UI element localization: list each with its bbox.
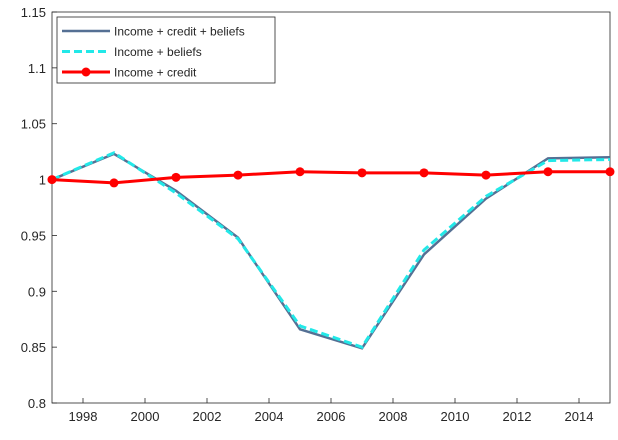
x-tick-label: 2006 (317, 409, 346, 424)
x-tick-label: 2010 (441, 409, 470, 424)
data-point (47, 175, 57, 185)
data-point (109, 178, 119, 188)
x-tick-label: 1998 (69, 409, 98, 424)
y-tick-label: 0.85 (21, 340, 46, 355)
x-tick-label: 2000 (131, 409, 160, 424)
series-line (51, 151, 611, 349)
x-tick-label: 2014 (565, 409, 594, 424)
x-tick-label: 2002 (193, 409, 222, 424)
x-tick-label: 2012 (503, 409, 532, 424)
data-point (481, 170, 491, 180)
data-point (171, 172, 181, 182)
y-tick-label: 0.95 (21, 228, 46, 243)
legend-label: Income + beliefs (114, 45, 202, 59)
series-line (51, 170, 610, 185)
data-point (605, 167, 615, 177)
legend-marker (81, 67, 91, 77)
y-tick-label: 0.8 (28, 396, 46, 411)
y-tick-label: 1 (39, 173, 46, 188)
legend-label: Income + credit (114, 66, 197, 80)
x-tick-label: 2004 (255, 409, 284, 424)
data-point (295, 167, 305, 177)
data-point (419, 168, 429, 178)
data-point (357, 168, 367, 178)
legend-label: Income + credit + beliefs (114, 25, 245, 39)
y-tick-label: 0.9 (28, 284, 46, 299)
y-tick-label: 1.05 (21, 117, 46, 132)
y-tick-label: 1.1 (28, 61, 46, 76)
data-point (543, 167, 553, 177)
x-tick-label: 2008 (379, 409, 408, 424)
legend: Income + credit + beliefs Income + belief… (56, 16, 276, 84)
y-tick-label: 1.15 (21, 5, 46, 20)
data-point (233, 170, 243, 180)
